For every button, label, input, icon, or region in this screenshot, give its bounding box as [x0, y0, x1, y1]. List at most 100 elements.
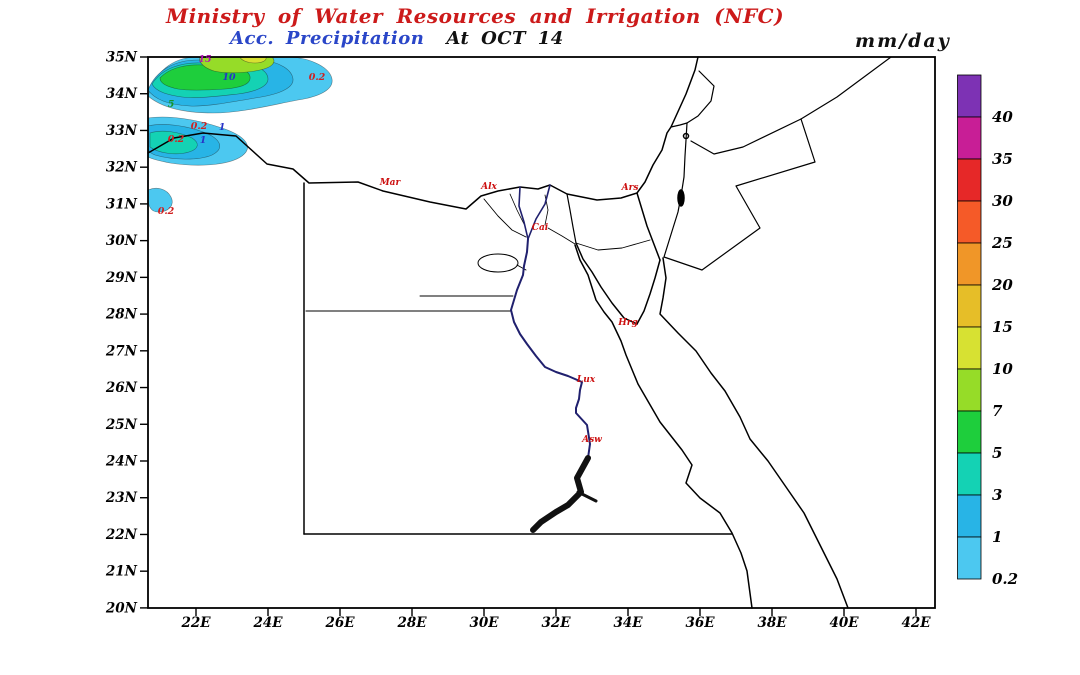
- lat-label: 25N: [105, 417, 138, 433]
- delta-boundary-1: [509, 193, 525, 225]
- west-delta-boundary: [483, 198, 527, 238]
- colorbar-label: 30: [992, 192, 1013, 210]
- precip-contour-fills: [147, 56, 333, 213]
- lake-nasser: [530, 455, 591, 533]
- map-frame: [147, 56, 936, 609]
- colorbar-segment: [957, 368, 982, 412]
- lat-label: 22N: [105, 527, 138, 543]
- lat-label: 27N: [105, 343, 138, 359]
- subtitle-row: Acc. Precipitation At OCT 14: [230, 28, 564, 49]
- nile-river: [510, 184, 598, 533]
- jordan-saudi-border: [663, 118, 816, 271]
- station-label: Alx: [480, 182, 497, 192]
- colorbar-label: 10: [992, 360, 1013, 378]
- subtitle-date: At OCT 14: [446, 28, 564, 49]
- colorbar-segment: [957, 284, 982, 328]
- colorbar-label: 15: [992, 318, 1013, 336]
- colorbar-segment: [957, 452, 982, 496]
- contour-label: 1: [219, 122, 226, 133]
- generated-annotations: 35N 34N 33N 32N 31N 30N 29N 28N 27N 26N 25N 24N 23N 2…: [105, 50, 1018, 632]
- colorbar-label: 3: [992, 486, 1002, 504]
- syria-jordan-iraq-border: [690, 56, 892, 155]
- lat-label: 28N: [105, 307, 138, 323]
- lat-label: 31N: [106, 196, 138, 212]
- lat-label: 23N: [105, 490, 138, 506]
- station-label: Mar: [379, 178, 402, 188]
- mediterranean-coastline: [147, 56, 699, 210]
- egypt-israel-border: [636, 192, 661, 261]
- station-label: Hrg: [617, 318, 638, 328]
- dead-sea: [677, 189, 685, 207]
- lake-nasser-allaqi-arm: [576, 490, 598, 503]
- suez-canal: [566, 193, 577, 244]
- lon-label: 34E: [613, 615, 643, 631]
- lebanon-syria-border: [686, 70, 715, 124]
- colorbar-label: 20: [991, 276, 1013, 294]
- red-sea-egypt-coast: [574, 244, 753, 609]
- lat-label: 33N: [106, 123, 138, 139]
- station-label: Lux: [576, 375, 596, 385]
- lon-label: 32E: [541, 615, 571, 631]
- colorbar-label: 7: [992, 402, 1003, 420]
- colorbar-label: 35: [992, 150, 1013, 168]
- gulf-of-suez-east-shore: [575, 242, 638, 325]
- contour-label: 0.2: [168, 134, 185, 145]
- nile-damietta-branch: [527, 184, 551, 240]
- delta-suez-boundary: [547, 227, 576, 245]
- colorbar-label: 0.2: [992, 570, 1018, 588]
- lon-label: 36E: [685, 615, 715, 631]
- contour-label: 15: [198, 54, 212, 65]
- lon-label: 30E: [469, 615, 499, 631]
- sea-of-galilee: [682, 132, 690, 140]
- station-label: Asw: [581, 435, 602, 445]
- contour-label: 10: [222, 72, 236, 83]
- colorbar-label: 25: [991, 234, 1013, 252]
- subtitle-acc-precipitation: Acc. Precipitation: [230, 28, 425, 49]
- nile-main-course: [510, 238, 591, 459]
- colorbar-segment: [957, 158, 982, 202]
- colorbar-segment: [957, 494, 982, 538]
- colorbar-segment: [957, 536, 982, 580]
- contour-fill-west-3: [149, 130, 198, 155]
- contour-label: 5: [168, 99, 175, 110]
- gulf-of-aqaba-west-shore: [636, 259, 661, 325]
- colorbar-segment: [957, 200, 982, 244]
- units-label: mm/day: [855, 30, 951, 52]
- contour-fill-south-0p2: [147, 187, 173, 213]
- contour-label: 0.2: [158, 206, 175, 217]
- red-sea-saudi-coast: [659, 257, 849, 609]
- contour-label: 0.2: [191, 121, 208, 132]
- lon-label: 40E: [829, 615, 859, 631]
- colorbar-segment: [957, 410, 982, 454]
- lat-label: 24N: [105, 453, 138, 469]
- colorbar-label: 5: [992, 444, 1002, 462]
- colorbar-segment: [957, 326, 982, 370]
- sinai-governorate-line: [575, 239, 651, 251]
- lon-label: 24E: [252, 615, 283, 631]
- colorbar-segment: [957, 242, 982, 286]
- lon-label: 26E: [324, 615, 355, 631]
- lat-label: 34N: [106, 86, 138, 102]
- lat-label: 29N: [105, 270, 138, 286]
- israel-lebanon-border: [670, 122, 688, 128]
- lat-label: 35N: [106, 50, 138, 66]
- lat-label: 30N: [106, 233, 138, 249]
- contour-label: 1: [200, 135, 207, 146]
- jordan-valley-border: [663, 122, 688, 258]
- lon-label: 38E: [757, 615, 787, 631]
- lat-label: 32N: [106, 160, 138, 176]
- lon-label: 22E: [180, 615, 211, 631]
- station-label: Cai: [532, 223, 549, 233]
- coastlines-borders: [147, 56, 892, 609]
- station-label: Ars: [621, 183, 639, 193]
- colorbar-label: 1: [992, 528, 1002, 546]
- colorbar-label: 40: [992, 108, 1013, 126]
- lat-label: 21N: [105, 564, 138, 580]
- contour-label: 0.2: [309, 72, 326, 83]
- colorbar-segment: [957, 74, 982, 118]
- colorbar-segment: [957, 116, 982, 160]
- page-title: Ministry of Water Resources and Irrigati…: [165, 4, 785, 28]
- contour-fill-15: [239, 56, 267, 64]
